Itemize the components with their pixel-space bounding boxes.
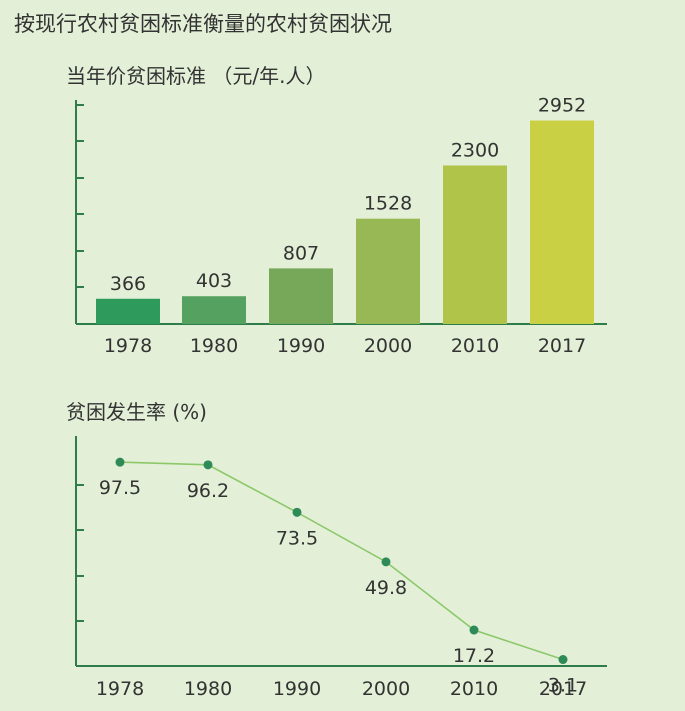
bar-chart-title: 当年价贫困标准 （元/年.人） <box>66 64 326 88</box>
line-x-tick-label: 2017 <box>539 678 587 700</box>
bar-x-tick-label: 1990 <box>277 335 325 357</box>
bar <box>269 268 333 324</box>
bar <box>356 218 420 324</box>
line-chart: 97.5 1978 96.2 1980 73.5 1990 49.8 2000 17.2 2010… <box>75 436 607 700</box>
bar-x-tick-label: 2017 <box>538 335 586 357</box>
data-point <box>469 625 479 635</box>
bar <box>530 120 594 324</box>
bar-data-label: 403 <box>196 270 232 292</box>
line-x-tick-label: 1978 <box>96 678 144 700</box>
line-chart-title: 贫困发生率 (%) <box>66 400 207 424</box>
bar-data-label: 366 <box>110 273 146 295</box>
bar-x-tick-label: 2000 <box>364 335 412 357</box>
line-data-label: 3.1 <box>548 675 578 697</box>
bar-chart: 366 1978 403 1980 807 1990 1528 2000 2300 2010 295… <box>75 95 607 357</box>
bar-data-label: 1528 <box>364 193 412 215</box>
line-data-label: 73.5 <box>276 527 318 549</box>
data-point <box>558 655 568 665</box>
line-data-label: 97.5 <box>99 477 141 499</box>
bar-data-label: 2300 <box>451 139 499 161</box>
series-line <box>119 461 564 661</box>
bar <box>443 165 507 324</box>
bar-x-tick-label: 1978 <box>104 335 152 357</box>
line-x-tick-label: 1980 <box>184 678 232 700</box>
data-point <box>292 507 302 517</box>
line-x-tick-label: 1990 <box>273 678 321 700</box>
bar-data-label: 807 <box>283 242 319 264</box>
line-data-label: 17.2 <box>453 645 495 667</box>
data-point <box>203 460 213 470</box>
bar <box>182 296 246 324</box>
data-point <box>381 557 391 567</box>
bar-x-tick-label: 1980 <box>190 335 238 357</box>
line-x-tick-label: 2010 <box>450 678 498 700</box>
line-x-tick-label: 2000 <box>362 678 410 700</box>
bar-x-tick-label: 2010 <box>451 335 499 357</box>
line-data-label: 49.8 <box>365 577 407 599</box>
page-title: 按现行农村贫困标准衡量的农村贫困状况 <box>14 12 392 36</box>
bar <box>96 298 160 324</box>
line-data-label: 96.2 <box>187 480 229 502</box>
data-point <box>115 457 125 467</box>
bar-data-label: 2952 <box>538 95 586 117</box>
